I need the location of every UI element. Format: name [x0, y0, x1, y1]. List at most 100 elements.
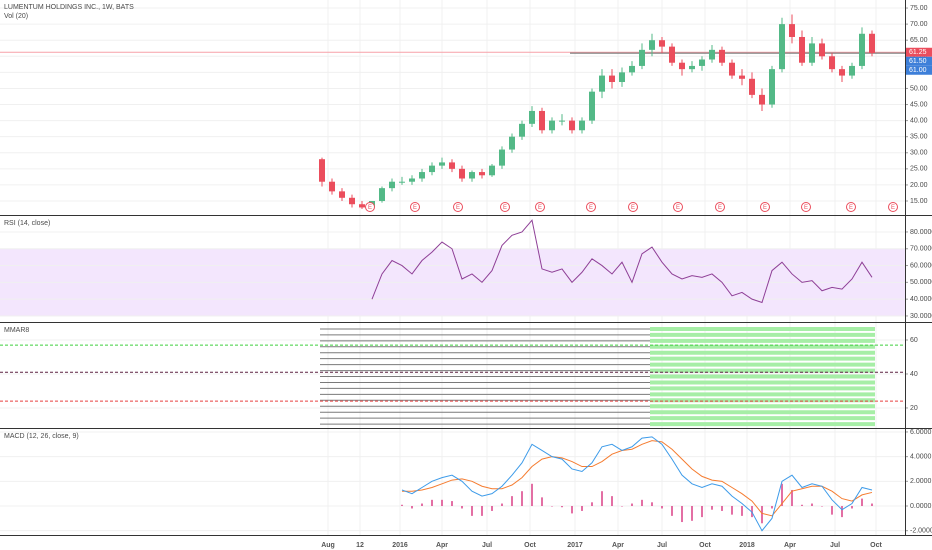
- candle-body: [729, 62, 735, 76]
- y-tick-label: 40: [910, 371, 918, 378]
- x-tick-label: Oct: [524, 542, 536, 549]
- histogram-bar: [611, 496, 613, 507]
- histogram-bar: [661, 506, 663, 509]
- histogram-bar: [641, 499, 643, 507]
- y-tick-label: -2.0000: [910, 528, 932, 535]
- earnings-marker: [586, 202, 596, 212]
- candle-body: [559, 120, 565, 122]
- y-tick-label: 60.0000: [910, 262, 932, 269]
- histogram-bar: [551, 506, 553, 507]
- y-tick-label: 20.00: [910, 182, 928, 189]
- y-tick-label: 40.00: [910, 117, 928, 124]
- histogram-bar: [591, 502, 593, 507]
- histogram-bar: [691, 506, 693, 521]
- pane-title: MMAR8: [4, 327, 29, 334]
- earnings-label: E: [849, 205, 853, 211]
- candle-body: [409, 178, 415, 182]
- candle-body: [569, 120, 575, 131]
- y-tick-label: 40.0000: [910, 296, 932, 303]
- histogram-bar: [761, 506, 763, 524]
- earnings-marker: [715, 202, 725, 212]
- y-tick-label: 30.0000: [910, 313, 932, 320]
- histogram-bar: [421, 503, 423, 507]
- candle-body: [849, 65, 855, 76]
- candle-body: [769, 69, 775, 105]
- histogram-bar: [801, 504, 803, 507]
- candle-body: [329, 181, 335, 192]
- histogram-bar: [521, 491, 523, 507]
- candle-body: [339, 191, 345, 198]
- histogram-bar: [631, 503, 633, 507]
- candle-body: [809, 43, 815, 63]
- candle-body: [579, 120, 585, 131]
- y-tick-label: 60: [910, 337, 918, 344]
- earnings-label: E: [589, 205, 593, 211]
- candle-body: [779, 24, 785, 70]
- histogram-bar: [601, 491, 603, 507]
- pane-title: LUMENTUM HOLDINGS INC., 1W, BATS: [4, 4, 134, 11]
- price-label: 61.00: [909, 67, 927, 74]
- y-tick-label: 70.00: [910, 21, 928, 28]
- x-tick-label: Oct: [870, 542, 882, 549]
- candle-body: [439, 162, 445, 166]
- earnings-label: E: [413, 205, 417, 211]
- candle-body: [599, 75, 605, 92]
- price-label: 61.50: [909, 58, 927, 65]
- candle-body: [539, 110, 545, 131]
- histogram-bar: [781, 483, 783, 507]
- signal-line: [402, 440, 873, 517]
- y-tick-label: 6.0000: [910, 429, 932, 436]
- x-tick-label: Apr: [784, 542, 796, 549]
- candle-body: [399, 181, 405, 183]
- candle-body: [719, 49, 725, 63]
- candle-body: [509, 136, 515, 150]
- candle-body: [869, 33, 875, 54]
- price-label-box: [906, 56, 932, 66]
- candle-body: [689, 65, 695, 70]
- histogram-bar: [731, 506, 733, 515]
- histogram-bar: [481, 506, 483, 516]
- earnings-marker: [535, 202, 545, 212]
- histogram-bar: [851, 506, 853, 509]
- candle-body: [489, 165, 495, 176]
- x-tick-label: 2018: [739, 542, 755, 549]
- y-tick-label: 50.00: [910, 85, 928, 92]
- x-tick-label: 12: [356, 542, 364, 549]
- x-tick-label: Oct: [699, 542, 711, 549]
- histogram-bar: [531, 483, 533, 507]
- candle-body: [429, 165, 435, 173]
- histogram-bar: [791, 489, 793, 507]
- earnings-marker: [365, 202, 375, 212]
- histogram-bar: [491, 506, 493, 511]
- candle-body: [749, 78, 755, 95]
- candle-body: [469, 172, 475, 179]
- earnings-marker: [410, 202, 420, 212]
- candle-body: [629, 65, 635, 73]
- x-tick-label: 2017: [567, 542, 583, 549]
- earnings-marker: [888, 202, 898, 212]
- earnings-label: E: [718, 205, 722, 211]
- candle-body: [499, 149, 505, 166]
- histogram-bar: [441, 499, 443, 507]
- price-label-box: [906, 65, 932, 75]
- earnings-label: E: [763, 205, 767, 211]
- x-tick-label: Aug: [321, 542, 335, 549]
- histogram-bar: [401, 504, 403, 507]
- candle-body: [649, 40, 655, 50]
- histogram-bar: [511, 496, 513, 507]
- macd-line: [401, 436, 873, 532]
- histogram-bar: [471, 506, 473, 516]
- histogram-bar: [411, 506, 413, 509]
- candle-body: [419, 172, 425, 179]
- earnings-label: E: [631, 205, 635, 211]
- candle-body: [349, 197, 355, 205]
- histogram-bar: [581, 506, 583, 511]
- histogram-bar: [671, 506, 673, 516]
- histogram-bar: [811, 503, 813, 507]
- y-tick-label: 50.0000: [910, 279, 932, 286]
- candle-body: [479, 172, 485, 176]
- histogram-bar: [461, 506, 463, 509]
- y-tick-label: 80.0000: [910, 229, 932, 236]
- histogram-bar: [841, 506, 843, 518]
- x-tick-label: Jul: [830, 542, 840, 549]
